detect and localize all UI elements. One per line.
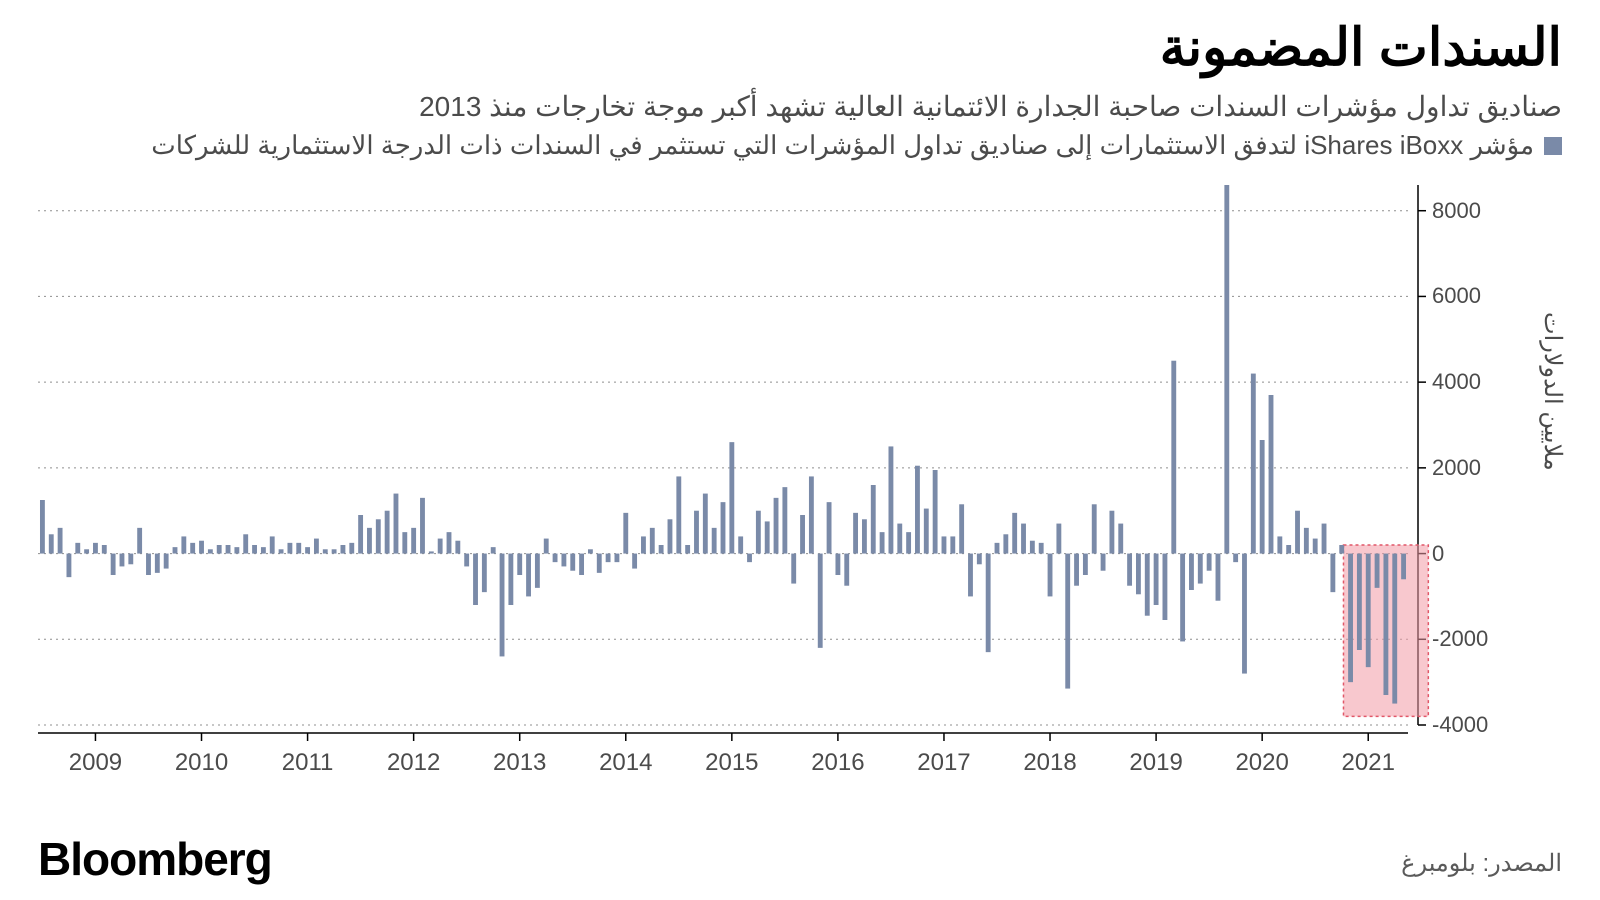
legend-swatch-icon [1544,137,1562,155]
footer-source: المصدر: بلومبرغ [1401,849,1562,878]
chart-title: السندات المضمونة [1160,18,1562,78]
y-tick-label: -2000 [1432,626,1562,652]
bar-chart [38,185,1556,785]
x-tick-label: 2011 [282,749,334,777]
x-tick-label: 2018 [1023,749,1076,777]
y-tick-label: 2000 [1432,455,1562,481]
y-tick-label: -4000 [1432,712,1562,738]
y-tick-label: 8000 [1432,198,1562,224]
y-tick-label: 6000 [1432,283,1562,309]
x-tick-label: 2021 [1342,749,1395,777]
y-tick-label: 0 [1432,541,1562,567]
legend-label: مؤشر iShares iBoxx لتدفق الاستثمارات إلى… [151,130,1534,161]
x-tick-label: 2012 [387,749,440,777]
x-tick-label: 2013 [493,749,546,777]
x-tick-label: 2016 [811,749,864,777]
footer-brand: Bloomberg [38,832,272,886]
x-tick-label: 2015 [705,749,758,777]
chart-area: ملايين الدولارات 20092010201120122013201… [38,185,1562,845]
x-tick-label: 2010 [175,749,228,777]
chart-legend: مؤشر iShares iBoxx لتدفق الاستثمارات إلى… [151,130,1562,161]
x-tick-label: 2020 [1235,749,1288,777]
y-tick-label: 4000 [1432,369,1562,395]
x-tick-label: 2014 [599,749,652,777]
x-tick-label: 2017 [917,749,970,777]
x-tick-label: 2019 [1129,749,1182,777]
chart-subtitle: صناديق تداول مؤشرات السندات صاحبة الجدار… [419,90,1562,123]
x-tick-label: 2009 [69,749,122,777]
